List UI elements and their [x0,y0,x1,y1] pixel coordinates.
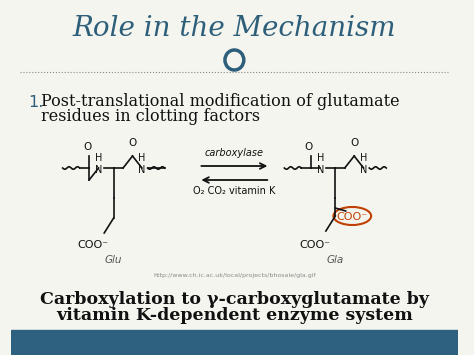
Text: H
N: H N [360,153,367,175]
Text: O: O [350,138,358,148]
Text: COO⁻: COO⁻ [77,240,109,250]
Text: COO⁻: COO⁻ [337,212,368,222]
Text: COO⁻: COO⁻ [299,240,330,250]
Text: O: O [128,138,137,148]
Text: O: O [305,142,313,152]
Bar [11,330,458,355]
Text: H
N: H N [317,153,324,175]
Text: vitamin K-dependent enzyme system: vitamin K-dependent enzyme system [56,307,413,324]
Text: O₂ CO₂ vitamin K: O₂ CO₂ vitamin K [193,186,275,196]
Text: carboxylase: carboxylase [205,148,264,158]
Text: Carboxylation to γ-carboxyglutamate by: Carboxylation to γ-carboxyglutamate by [40,291,429,308]
Text: H
N: H N [138,153,146,175]
Text: O: O [83,142,91,152]
Text: H
N: H N [95,153,102,175]
Text: residues in clotting factors: residues in clotting factors [41,108,260,125]
Text: Post-translational modification of glutamate: Post-translational modification of gluta… [41,93,400,110]
Text: Glu: Glu [105,255,122,265]
Text: http://www.ch.ic.ac.uk/local/projects/bhosale/gla.gif: http://www.ch.ic.ac.uk/local/projects/bh… [153,273,316,278]
Text: Gla: Gla [327,255,344,265]
Text: Role in the Mechanism: Role in the Mechanism [73,15,396,42]
Text: 1.: 1. [28,95,43,110]
